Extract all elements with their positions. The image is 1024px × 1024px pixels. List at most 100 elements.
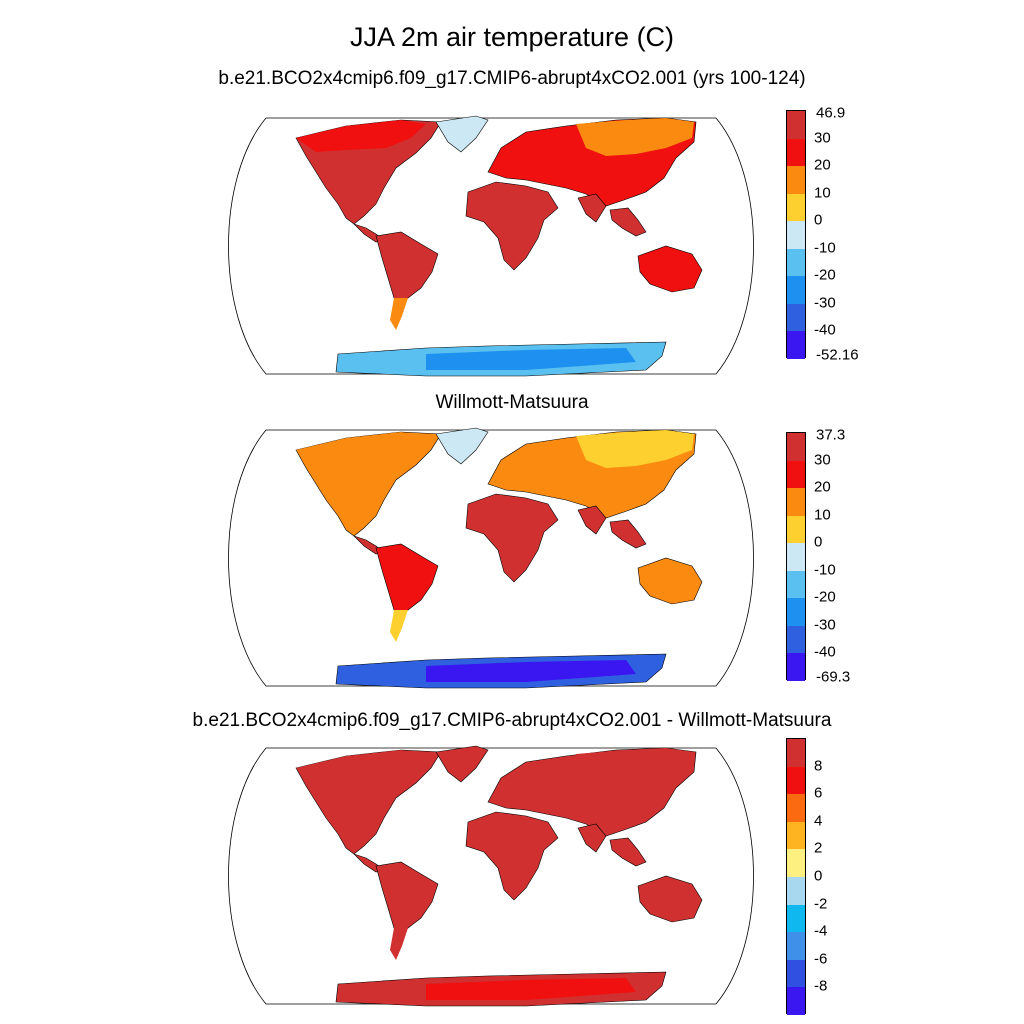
colorbar-segment <box>787 598 805 627</box>
colorbar-label: 0 <box>814 533 823 551</box>
colorbar-segment <box>787 193 805 222</box>
colorbar-label: 30 <box>814 129 831 147</box>
region-north-america-high <box>296 120 426 152</box>
region-patagonia <box>390 610 408 642</box>
colorbar-label: 0 <box>814 867 823 885</box>
colorbar-label: 10 <box>814 184 831 202</box>
region-greenland <box>435 427 489 465</box>
colorbar-frame <box>786 110 806 360</box>
colorbar-segment <box>787 904 805 933</box>
colorbar-segment <box>787 821 805 850</box>
colorbar-label: -30 <box>814 294 836 312</box>
region-australia <box>637 557 703 605</box>
colorbar-label: 30 <box>814 451 831 469</box>
colorbar-label: 46.9 <box>816 104 846 122</box>
panel-3-map <box>228 745 754 1007</box>
panel-3-title: b.e21.BCO2x4cmip6.f09_g17.CMIP6-abrupt4x… <box>192 710 832 731</box>
region-seasia <box>609 207 647 237</box>
region-africa <box>465 181 559 271</box>
colorbar-frame <box>786 432 806 682</box>
colorbar-label: -10 <box>814 561 836 579</box>
colorbar-label: -52.16 <box>816 346 859 364</box>
colorbar-segment <box>787 138 805 167</box>
colorbar-label: 0 <box>814 211 823 229</box>
region-south-america <box>375 861 439 939</box>
colorbar-segment <box>787 303 805 332</box>
colorbar-segment <box>787 543 805 572</box>
colorbar-segment <box>787 221 805 250</box>
region-australia <box>637 245 703 293</box>
colorbar-label: 4 <box>814 812 823 830</box>
panel-2-title: Willmott-Matsuura <box>435 392 589 413</box>
region-india <box>577 193 607 223</box>
colorbar-label: -40 <box>814 321 836 339</box>
colorbar-label: -69.3 <box>816 668 851 686</box>
colorbar-label: 20 <box>814 478 831 496</box>
colorbar-label: -10 <box>814 239 836 257</box>
colorbar-label: 10 <box>814 506 831 524</box>
colorbar-segment <box>787 515 805 544</box>
colorbar-segment <box>787 739 805 768</box>
panel-2-colorbar: 37.3 30 20 10 0 -10 -20 -30 -40 -69.3 <box>786 428 850 685</box>
region-patagonia <box>390 298 408 330</box>
colorbar-segment <box>787 248 805 277</box>
colorbar-segment <box>787 625 805 654</box>
region-seasia <box>609 837 647 867</box>
colorbar-segment <box>787 331 805 360</box>
panel-2-map <box>228 427 754 689</box>
colorbar-segment <box>787 570 805 599</box>
region-south-america <box>375 231 439 309</box>
colorbar-segment <box>787 488 805 517</box>
colorbar-segment <box>787 166 805 195</box>
colorbar-segment <box>787 794 805 823</box>
colorbar-segment <box>787 932 805 961</box>
colorbar-segment <box>787 987 805 1016</box>
panel-1-colorbar: 46.9 30 20 10 0 -10 -20 -30 -40 -52.16 <box>786 106 859 363</box>
colorbar-label: -40 <box>814 643 836 661</box>
colorbar-label: 20 <box>814 156 831 174</box>
main-title: JJA 2m air temperature (C) <box>349 22 675 52</box>
colorbar-segment <box>787 766 805 795</box>
region-antarctica-core <box>426 348 636 370</box>
region-greenland <box>435 745 489 783</box>
colorbar-label: 2 <box>814 839 823 857</box>
colorbar-segment <box>787 849 805 878</box>
region-india <box>577 505 607 535</box>
region-antarctica-core <box>426 660 636 682</box>
colorbar-label: 37.3 <box>816 426 846 444</box>
region-north-america-high <box>296 432 426 464</box>
region-north-america-high <box>296 750 426 782</box>
region-india <box>577 823 607 853</box>
colorbar-label: -30 <box>814 616 836 634</box>
colorbar-segment <box>787 959 805 988</box>
region-greenland <box>435 115 489 153</box>
region-south-america <box>375 543 439 621</box>
colorbar-label: -20 <box>814 588 836 606</box>
region-antarctica-core <box>426 978 636 1000</box>
colorbar-segment <box>787 653 805 682</box>
region-siberia <box>576 430 694 468</box>
colorbar-label: -8 <box>814 977 828 995</box>
colorbar-segment <box>787 460 805 489</box>
region-africa <box>465 493 559 583</box>
colorbar-label: -6 <box>814 950 828 968</box>
colorbar-label: -2 <box>814 895 828 913</box>
panel-3-colorbar: 8 6 4 2 0 -2 -4 -6 -8 <box>786 738 827 1016</box>
region-siberia <box>576 118 694 156</box>
colorbar-segment <box>787 276 805 305</box>
panel-1-title: b.e21.BCO2x4cmip6.f09_g17.CMIP6-abrupt4x… <box>218 68 806 89</box>
region-australia <box>637 875 703 923</box>
colorbar-label: -20 <box>814 266 836 284</box>
region-siberia <box>576 748 694 786</box>
colorbar-label: -4 <box>814 922 828 940</box>
region-patagonia <box>390 928 408 960</box>
colorbar-label: 8 <box>814 757 823 775</box>
colorbar-frame <box>786 738 806 1016</box>
colorbar-segment <box>787 433 805 462</box>
colorbar-label: 6 <box>814 784 823 802</box>
colorbar-segment <box>787 877 805 906</box>
colorbar-segment <box>787 111 805 140</box>
panel-1-map <box>228 115 754 377</box>
region-seasia <box>609 519 647 549</box>
region-africa <box>465 811 559 901</box>
